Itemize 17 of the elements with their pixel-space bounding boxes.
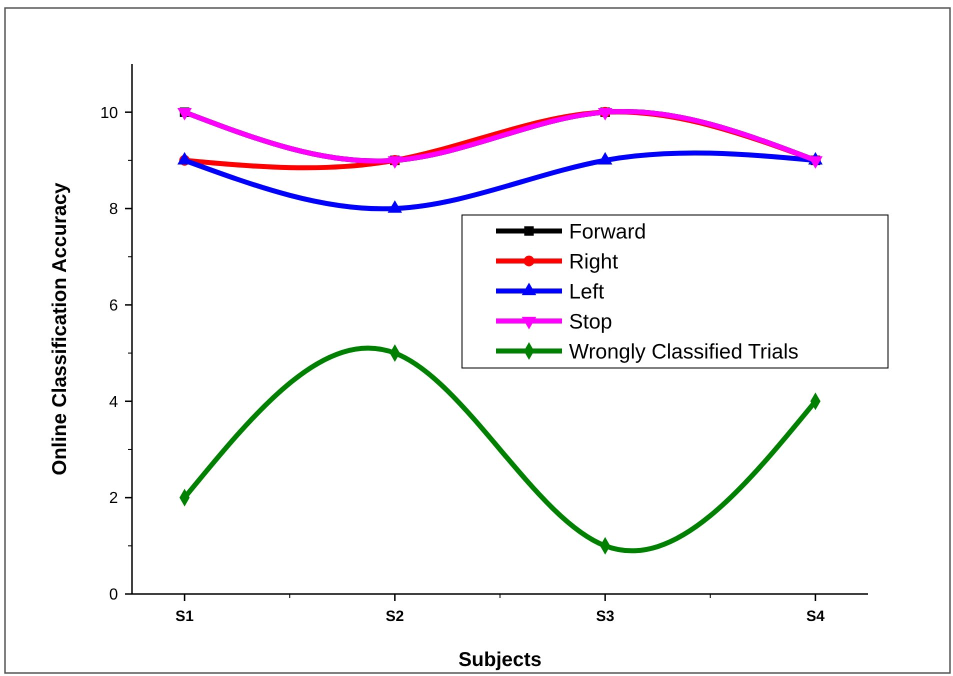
y-tick-label: 10 [100, 104, 118, 122]
x-axis-title: Subjects [458, 649, 542, 671]
y-tick-label: 0 [109, 586, 118, 604]
y-tick-label: 4 [109, 394, 118, 411]
x-tick-label: S4 [806, 608, 826, 625]
x-tick-label: S2 [386, 608, 404, 625]
y-tick-label: 8 [109, 201, 118, 218]
x-tick-label: S1 [175, 608, 194, 625]
y-tick-label: 2 [109, 490, 118, 508]
legend-label: Wrongly Classified Trials [569, 340, 799, 364]
x-tick-label: S3 [596, 608, 614, 625]
y-tick-label: 6 [109, 298, 118, 315]
legend-label: Forward [569, 220, 646, 244]
legend-label: Right [569, 250, 618, 274]
y-axis-title: Online Classification Accuracy [49, 182, 71, 476]
legend-label: Left [569, 280, 604, 304]
legend-label: Stop [569, 310, 612, 334]
